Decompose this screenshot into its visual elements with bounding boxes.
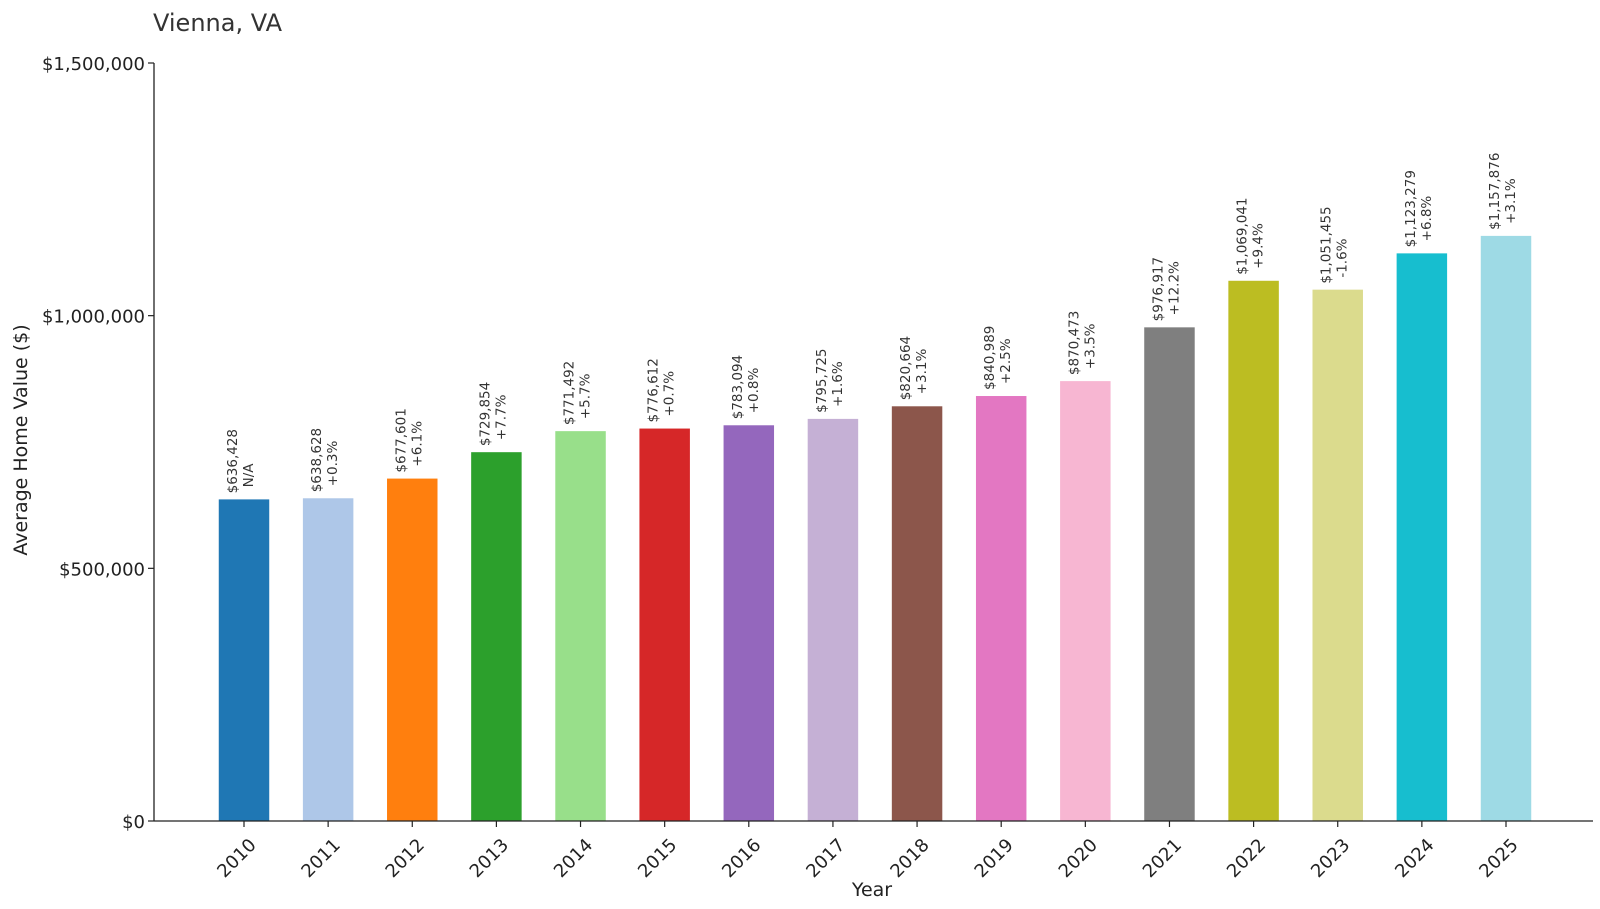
bar-change-label: +5.7% (578, 373, 594, 419)
x-tick-label: 2010 (213, 835, 260, 882)
bar-value-label: $820,664 (898, 336, 914, 400)
x-tick-label: 2018 (886, 835, 933, 882)
x-tick-label: 2015 (634, 835, 681, 882)
bar-value-label: $776,612 (646, 358, 662, 422)
bar-value-label: $783,094 (730, 355, 746, 419)
x-tick-label: 2019 (971, 835, 1018, 882)
x-tick-label: 2025 (1475, 835, 1522, 882)
x-tick-label: 2017 (802, 835, 849, 882)
bar-value-label: $677,601 (393, 408, 409, 472)
bar-value-label: $1,157,876 (1487, 153, 1503, 230)
bar-2023 (1312, 289, 1363, 821)
bar-value-label: $771,492 (562, 361, 578, 425)
bar-2024 (1396, 253, 1448, 821)
bar-change-label: +12.2% (1166, 261, 1182, 315)
y-tick-label: $1,000,000 (42, 307, 145, 328)
x-tick-label: 2024 (1391, 835, 1438, 882)
bar-value-label: $729,854 (477, 382, 493, 446)
bar-change-label: +9.4% (1251, 223, 1267, 269)
bar-2022 (1228, 280, 1279, 821)
bar-change-label: -1.6% (1335, 238, 1351, 277)
bar-2010 (218, 499, 270, 821)
bar-value-label: $1,069,041 (1235, 197, 1251, 274)
bar-change-label: +0.7% (662, 371, 678, 417)
bar-2018 (891, 406, 943, 821)
y-tick-label: $0 (122, 812, 145, 833)
bar-value-label: $638,628 (309, 428, 325, 492)
bar-value-label: $795,725 (814, 348, 830, 412)
x-tick-label: 2013 (466, 835, 513, 882)
bar-2011 (302, 498, 354, 821)
x-tick-label: 2021 (1139, 835, 1186, 882)
bar-change-label: +3.1% (914, 349, 930, 395)
x-tick-label: 2014 (550, 835, 597, 882)
y-axis-label: Average Home Value ($) (10, 324, 32, 555)
bar-value-label: $870,473 (1066, 311, 1082, 375)
bar-change-label: +6.8% (1419, 196, 1435, 242)
bar-2019 (975, 396, 1027, 821)
bar-2012 (387, 478, 438, 821)
bar-2020 (1060, 381, 1111, 821)
x-tick-label: 2011 (297, 835, 344, 882)
y-tick-label: $500,000 (59, 559, 145, 580)
bar-change-label: N/A (241, 463, 257, 488)
bar-2015 (639, 428, 690, 821)
bar-2016 (723, 425, 775, 821)
bar-change-label: +0.8% (746, 367, 762, 413)
bar-value-label: $976,917 (1150, 257, 1166, 321)
chart-title: Vienna, VA (153, 9, 283, 37)
bar-change-label: +6.1% (409, 421, 425, 467)
bar-2025 (1480, 235, 1532, 821)
x-tick-label: 2020 (1055, 835, 1102, 882)
bar-change-label: +3.1% (1503, 178, 1519, 224)
bar-change-label: +0.3% (325, 440, 341, 486)
x-tick-label: 2016 (718, 835, 765, 882)
x-axis-label: Year (851, 879, 892, 901)
bar-2017 (807, 418, 859, 821)
bar-change-label: +3.5% (1082, 323, 1098, 369)
bar-value-label: $1,123,279 (1403, 170, 1419, 247)
bar-2013 (471, 452, 522, 821)
bar-value-label: $636,428 (225, 429, 241, 493)
bar-change-label: +2.5% (998, 338, 1014, 384)
bar-value-label: $1,051,455 (1319, 206, 1335, 283)
bar-2021 (1144, 327, 1195, 821)
bar-change-label: +1.6% (830, 361, 846, 407)
bar-value-label: $840,989 (982, 326, 998, 390)
x-tick-label: 2023 (1307, 835, 1354, 882)
bar-2014 (555, 431, 606, 821)
plot-area: $0 $500,000 $1,000,000 $1,500,000 $636,428 N/… (42, 54, 1532, 882)
x-tick-label: 2012 (382, 835, 429, 882)
y-tick-label: $1,500,000 (42, 54, 145, 75)
x-tick-label: 2022 (1223, 835, 1270, 882)
bar-change-label: +7.7% (493, 394, 509, 440)
